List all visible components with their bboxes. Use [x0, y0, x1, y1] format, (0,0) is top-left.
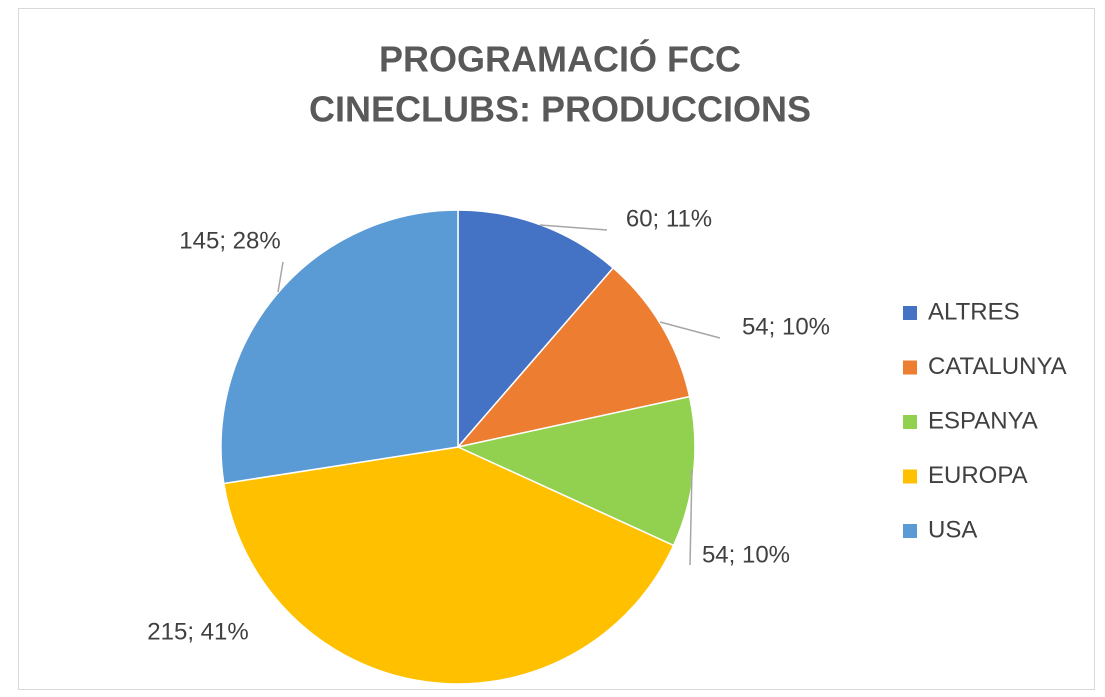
data-label: 215; 41% — [147, 618, 248, 645]
data-label: 60; 11% — [626, 205, 712, 232]
chart-title: PROGRAMACIÓ FCC — [379, 38, 741, 80]
leader-line — [277, 261, 284, 293]
leader-line — [689, 469, 693, 566]
legend-label: ESPANYA — [928, 407, 1038, 434]
chart-title: CINECLUBS: PRODUCCIONS — [309, 89, 811, 130]
data-label: 145; 28% — [179, 227, 280, 254]
leader-line — [539, 224, 608, 231]
pie-slice — [455, 266, 691, 449]
pie-slice — [222, 446, 675, 685]
legend-swatch — [903, 360, 917, 375]
legend-swatch — [903, 415, 917, 429]
legend-swatch — [903, 306, 917, 320]
pie-slice — [220, 209, 459, 485]
legend-label: CATALUNYA — [928, 353, 1067, 380]
legend-label: EUROPA — [928, 462, 1028, 489]
pie-slice — [455, 395, 696, 547]
data-label: 54; 10% — [742, 313, 830, 340]
legend-swatch — [903, 469, 917, 484]
leader-line — [659, 321, 721, 339]
legend-label: USA — [928, 516, 977, 543]
legend-swatch — [903, 524, 917, 538]
legend-label: ALTRES — [928, 298, 1020, 325]
data-label: 54; 10% — [702, 541, 790, 568]
